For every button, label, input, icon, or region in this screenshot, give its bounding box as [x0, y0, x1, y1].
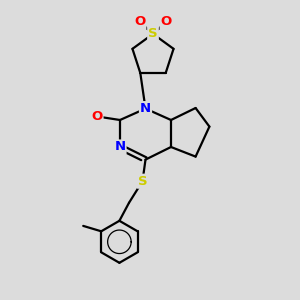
Text: O: O: [160, 15, 172, 28]
Text: N: N: [114, 140, 126, 154]
Text: S: S: [148, 27, 158, 40]
Text: N: N: [140, 102, 151, 115]
Text: O: O: [134, 15, 146, 28]
Text: O: O: [91, 110, 103, 123]
Text: S: S: [138, 175, 147, 188]
